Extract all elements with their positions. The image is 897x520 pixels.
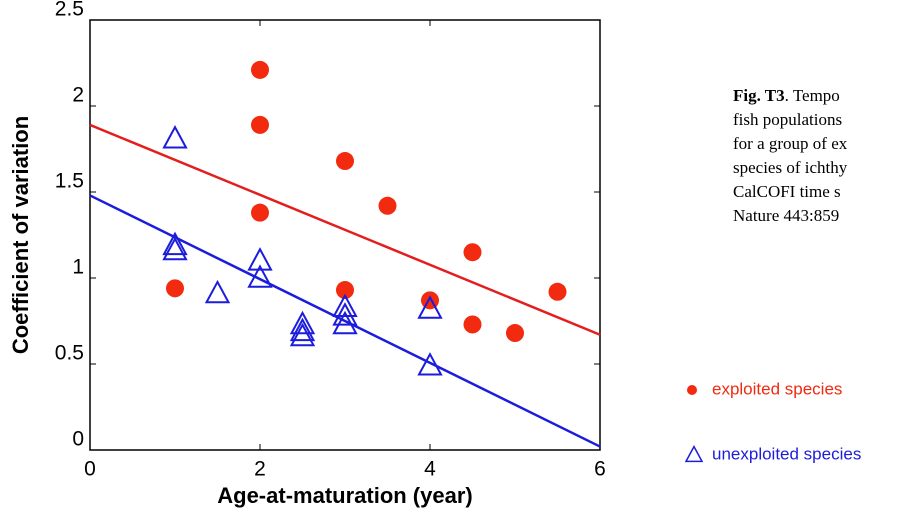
point [251, 203, 269, 222]
point [289, 322, 316, 347]
caption-line: for a group of ex [733, 134, 848, 153]
point [162, 125, 188, 149]
y-tick-label: 0.5 [55, 342, 84, 365]
x-tick-label: 2 [254, 458, 266, 481]
point [332, 293, 358, 318]
caption-line: Nature 443:859 [733, 206, 839, 225]
point [417, 352, 443, 376]
x-axis-label: Age-at-maturation (year) [217, 483, 472, 508]
point [251, 60, 269, 79]
plot-frame [89, 19, 601, 451]
y-tick-label: 1.5 [55, 170, 84, 193]
point [332, 302, 358, 326]
legend-label: exploited species [712, 379, 842, 398]
y-tick-label: 1 [72, 256, 84, 279]
y-tick-label: 2.5 [55, 0, 84, 21]
x-tick-label: 6 [594, 458, 606, 481]
point [204, 279, 231, 304]
point [162, 236, 188, 261]
y-tick-label: 0 [72, 428, 84, 451]
fit-line [89, 194, 601, 448]
x-tick-label: 4 [424, 458, 436, 481]
point [463, 315, 482, 334]
fit-line [89, 123, 601, 336]
point [336, 152, 354, 171]
point [378, 196, 397, 215]
caption-text: . Tempo [785, 86, 840, 105]
legend-label: unexploited species [712, 444, 861, 463]
point [251, 115, 269, 134]
caption-line: fish populations [733, 110, 842, 129]
point [289, 317, 316, 342]
point [421, 291, 439, 310]
legend-symbol [687, 385, 697, 395]
x-tick-label: 0 [84, 458, 96, 481]
y-tick-label: 2 [72, 84, 84, 107]
point [162, 231, 188, 256]
caption-line: species of ichthy [733, 158, 848, 177]
point [417, 295, 443, 319]
point [336, 281, 354, 300]
point [506, 324, 524, 343]
point [463, 243, 482, 262]
point [289, 310, 316, 335]
caption-label: Fig. T3 [733, 86, 785, 105]
legend-symbol [684, 445, 704, 463]
point [548, 282, 567, 301]
point [166, 279, 184, 298]
point [247, 264, 273, 288]
y-axis-label: Coefficient of variation [8, 116, 33, 354]
caption-line: CalCOFI time s [733, 182, 841, 201]
point [332, 310, 358, 335]
caption-line: Fig. T3. Tempo [733, 86, 840, 105]
point [247, 247, 273, 271]
